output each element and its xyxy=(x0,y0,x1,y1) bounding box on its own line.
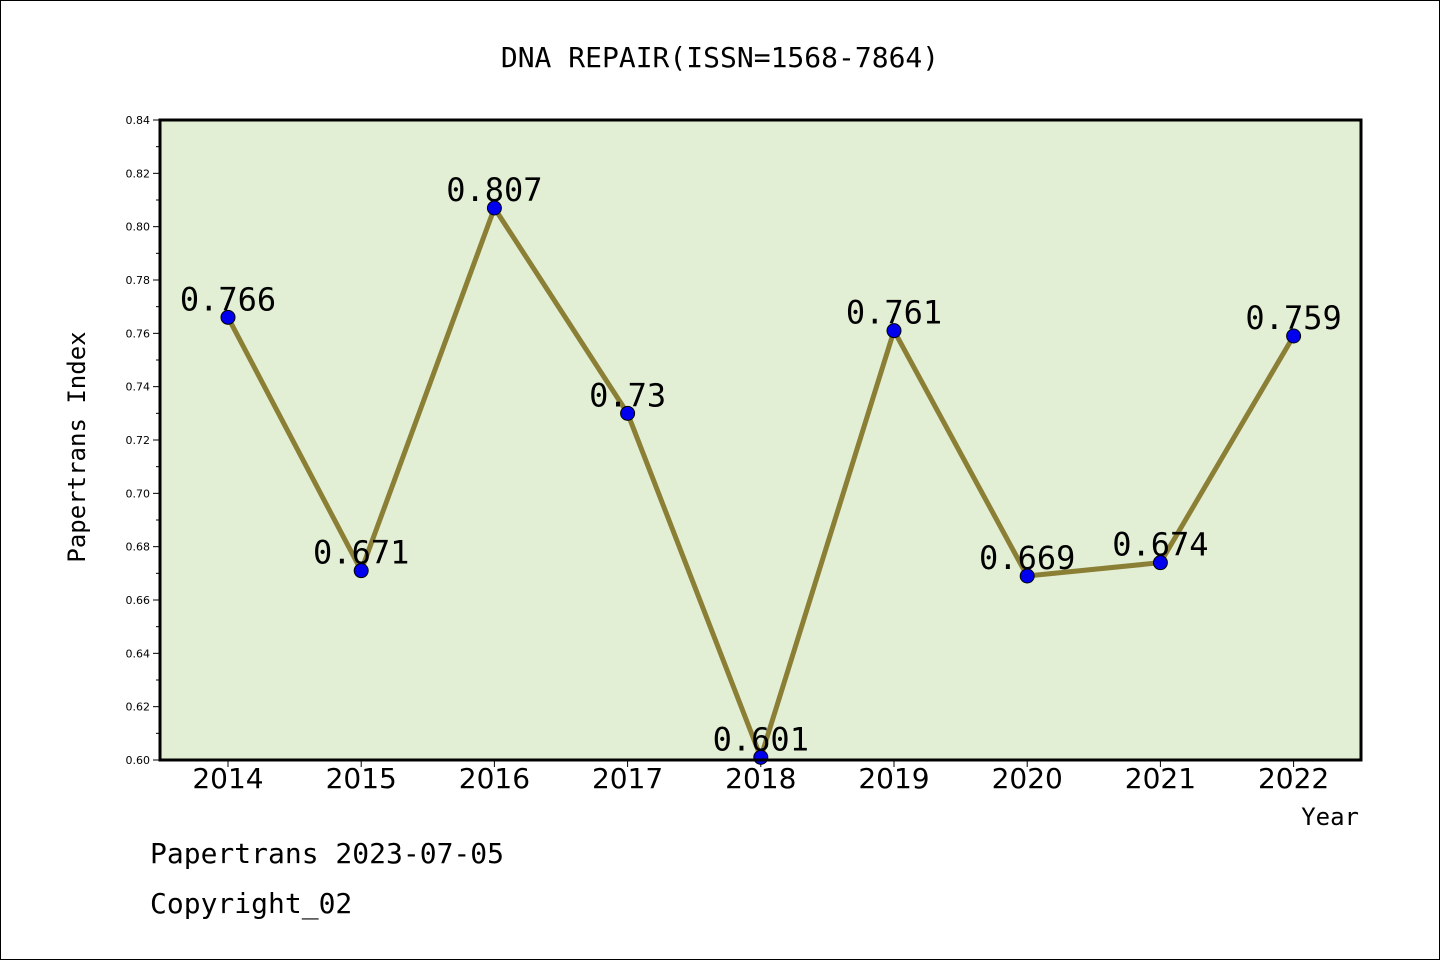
x-tick-label: 2014 xyxy=(192,762,263,795)
y-tick-label: 0.74 xyxy=(126,381,151,394)
x-tick-label: 2017 xyxy=(592,762,663,795)
data-label: 0.669 xyxy=(979,539,1075,577)
data-labels: 0.766 0.671 0.807 0.73 0.601 0.761 0.669 0.674 0… xyxy=(180,171,1342,758)
data-point xyxy=(1286,328,1302,344)
x-axis: 2014 2015 2016 2017 2018 2019 2020 2021 2022 xyxy=(192,760,1329,795)
data-point xyxy=(886,323,902,339)
x-tick-label: 2022 xyxy=(1258,762,1329,795)
data-label: 0.766 xyxy=(180,280,276,318)
y-tick-label: 0.82 xyxy=(126,167,151,180)
y-tick-label: 0.66 xyxy=(126,594,151,607)
x-tick-label: 2020 xyxy=(992,762,1063,795)
x-tick-label: 2016 xyxy=(459,762,530,795)
y-tick-label: 0.70 xyxy=(126,487,151,500)
data-label: 0.761 xyxy=(846,294,942,332)
y-tick-label: 0.60 xyxy=(126,754,151,767)
y-tick-label: 0.84 xyxy=(126,114,151,127)
data-label: 0.674 xyxy=(1112,526,1208,564)
y-axis: 0.60 0.62 0.64 0.66 0.68 0.70 0.72 0.74 0.76 0.78… xyxy=(126,114,160,767)
y-tick-label: 0.80 xyxy=(126,221,151,234)
data-label: 0.671 xyxy=(313,534,409,572)
data-point xyxy=(1152,555,1168,571)
data-label: 0.807 xyxy=(446,171,542,209)
footer-date: Papertrans 2023-07-05 xyxy=(150,837,504,870)
x-tick-label: 2021 xyxy=(1125,762,1196,795)
chart-title: DNA REPAIR(ISSN=1568-7864) xyxy=(501,41,939,74)
plot-area xyxy=(160,120,1361,760)
x-tick-label: 2015 xyxy=(326,762,397,795)
data-label: 0.73 xyxy=(589,376,666,414)
x-axis-label: Year xyxy=(1301,803,1359,831)
y-axis-label: Papertrans Index xyxy=(63,331,91,562)
series-markers xyxy=(220,200,1302,765)
footer-copyright: Copyright_02 xyxy=(150,887,352,921)
x-tick-label: 2018 xyxy=(725,762,796,795)
data-label: 0.759 xyxy=(1245,299,1341,337)
data-point xyxy=(486,200,502,216)
x-tick-label: 2019 xyxy=(858,762,929,795)
y-tick-label: 0.72 xyxy=(126,434,151,447)
y-tick-label: 0.64 xyxy=(126,647,151,660)
data-label: 0.601 xyxy=(713,720,809,758)
y-tick-label: 0.78 xyxy=(126,274,151,287)
data-point xyxy=(1019,568,1035,584)
y-tick-label: 0.76 xyxy=(126,327,151,340)
data-point xyxy=(620,405,636,421)
data-point xyxy=(353,563,369,579)
y-tick-label: 0.62 xyxy=(126,701,151,714)
data-point xyxy=(220,309,236,325)
y-tick-label: 0.68 xyxy=(126,541,151,554)
plot-border xyxy=(158,118,1363,762)
